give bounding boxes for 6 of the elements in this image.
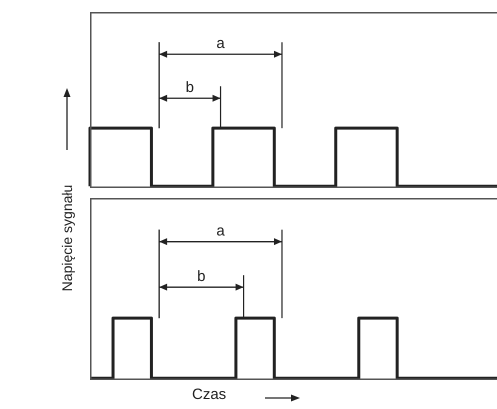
x-axis-title: Czas xyxy=(192,386,226,403)
text: b xyxy=(197,268,206,286)
y-axis-title: Napięcie sygnału xyxy=(59,184,75,292)
text: a xyxy=(216,35,226,52)
text: b xyxy=(186,79,194,96)
text: a xyxy=(216,222,226,240)
